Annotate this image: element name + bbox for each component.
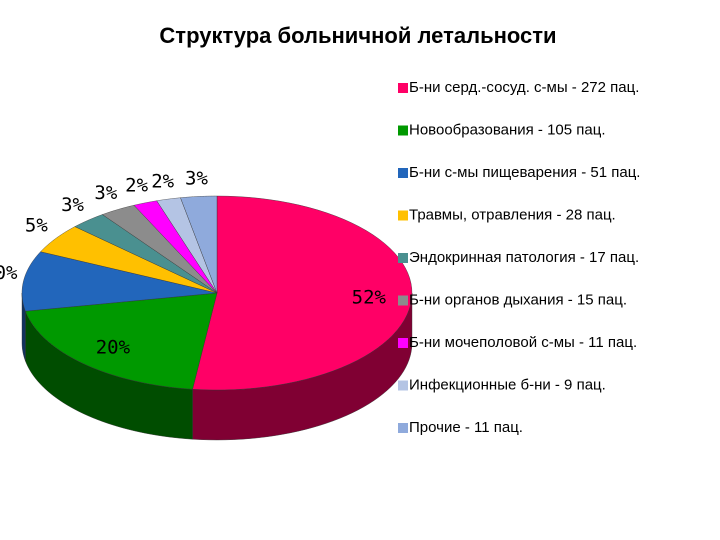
data-label: 10% xyxy=(0,262,18,284)
legend-label: Б-ни с-мы пищеварения - 51 пац. xyxy=(409,164,640,181)
legend-label: Б-ни мочеполовой с-мы - 11 пац. xyxy=(409,334,637,351)
legend-swatch xyxy=(398,423,408,433)
slice xyxy=(25,292,218,390)
legend-label: Б-ни органов дыхания - 15 пац. xyxy=(409,291,627,308)
slice xyxy=(192,195,413,391)
legend-label: Б-ни серд.-сосуд. с-мы - 272 пац. xyxy=(409,79,639,96)
legend-swatch xyxy=(398,338,408,348)
data-label: 52% xyxy=(352,286,387,308)
legend-label: Эндокринная патология - 17 пац. xyxy=(409,249,639,266)
data-label: 5% xyxy=(25,214,48,236)
data-label: 3% xyxy=(94,182,117,204)
legend-swatch xyxy=(398,380,408,391)
legend-swatch xyxy=(398,253,408,263)
data-label: 3% xyxy=(61,194,84,216)
slice xyxy=(21,251,218,312)
legend-swatch xyxy=(398,83,408,93)
legend-swatch xyxy=(398,125,408,136)
slice xyxy=(156,197,218,294)
slice xyxy=(101,205,218,294)
legend-swatch xyxy=(398,168,408,178)
data-label: 3% xyxy=(185,167,208,189)
chart-title: Структура больничной летальности xyxy=(159,23,556,48)
legend-swatch xyxy=(398,210,408,221)
legend-label: Травмы, отравления - 28 пац. xyxy=(409,206,616,223)
slice xyxy=(180,195,218,294)
slice xyxy=(74,214,218,294)
legend-swatch xyxy=(398,295,408,306)
legend-label: Прочие - 11 пац. xyxy=(409,419,523,436)
slice xyxy=(40,226,218,294)
data-label: 20% xyxy=(96,337,131,359)
data-label: 2% xyxy=(125,174,148,196)
data-label: 2% xyxy=(151,170,174,192)
legend-label: Новообразования - 105 пац. xyxy=(409,121,606,138)
legend-label: Инфекционные б-ни - 9 пац. xyxy=(409,376,606,393)
slice xyxy=(133,200,218,294)
